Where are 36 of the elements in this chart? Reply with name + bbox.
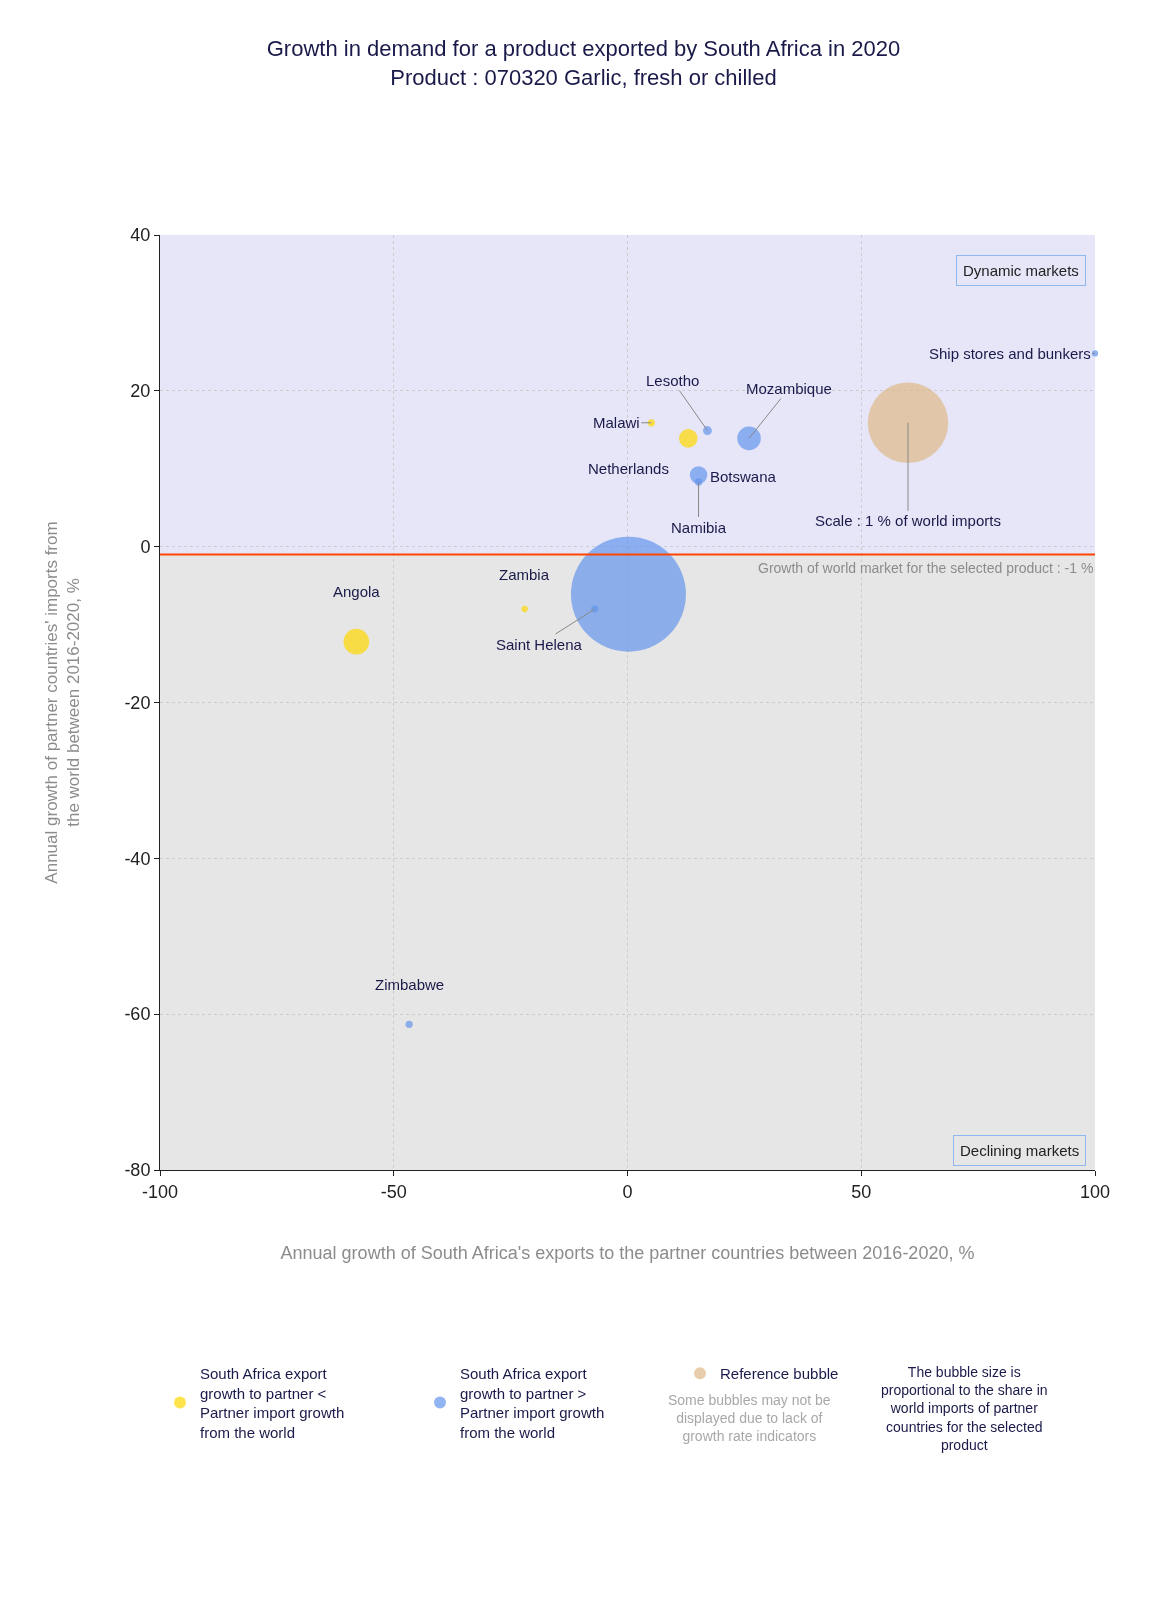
chart-title: Growth in demand for a product exported by South Africa in 2020 xyxy=(266,36,901,61)
y-tick-label: -60 xyxy=(124,1004,151,1025)
legend-label: South Africa export growth to partner < Partner import growth from the world xyxy=(200,1365,345,1441)
text: Some bubbles may not be displayed due to lack of growth rate indicators xyxy=(668,1392,831,1445)
y-tick-label: -80 xyxy=(124,1160,151,1181)
annotation: Scale : 1 % of world imports xyxy=(815,512,1001,529)
annotation: Namibia xyxy=(671,519,727,536)
annotation: Saint Helena xyxy=(496,636,583,653)
y-tick-label: 40 xyxy=(130,225,151,246)
x-tick-label: 0 xyxy=(622,1181,633,1202)
chart-subtitle: Product : 070320 Garlic, fresh or chilled xyxy=(390,64,777,90)
y-tick-label: -20 xyxy=(124,692,151,713)
annotation: Zambia xyxy=(499,566,550,583)
x-tick-label: -100 xyxy=(141,1181,179,1202)
annotation: Ship stores and bunkers xyxy=(929,345,1091,362)
x-axis-title: Annual growth of South Africa's exports to the partner countries between 2016-2020, % xyxy=(280,1242,975,1263)
annotation: Malawi xyxy=(593,414,640,431)
annotation: Angola xyxy=(333,583,381,600)
y-tick-label: 0 xyxy=(140,536,151,557)
annotation: Netherlands xyxy=(588,460,669,477)
annotation: Lesotho xyxy=(646,372,700,389)
legend-label: Reference bubble xyxy=(720,1365,839,1383)
x-tick-label: -50 xyxy=(380,1181,407,1202)
ref-line-label: Growth of world market for the selected product : -1 % xyxy=(758,560,1094,576)
y-axis-title: Annual growth of partner countries' imports from the world between 2016-2020, % xyxy=(41,521,83,884)
band-label: Dynamic markets xyxy=(963,262,1079,279)
annotation: Zimbabwe xyxy=(375,976,445,993)
x-tick-label: 100 xyxy=(1079,1181,1111,1202)
y-tick-label: -40 xyxy=(124,848,151,869)
annotation: Mozambique xyxy=(746,380,832,397)
y-tick-label: 20 xyxy=(130,381,151,402)
annotation: Botswana xyxy=(710,468,777,485)
legend-label: South Africa export growth to partner > Partner import growth from the world xyxy=(460,1365,605,1441)
band-label: Declining markets xyxy=(960,1142,1080,1159)
x-tick-label: 50 xyxy=(851,1181,872,1202)
text: The bubble size is proportional to the share in world imports of partner countries for the selected product xyxy=(881,1364,1048,1453)
